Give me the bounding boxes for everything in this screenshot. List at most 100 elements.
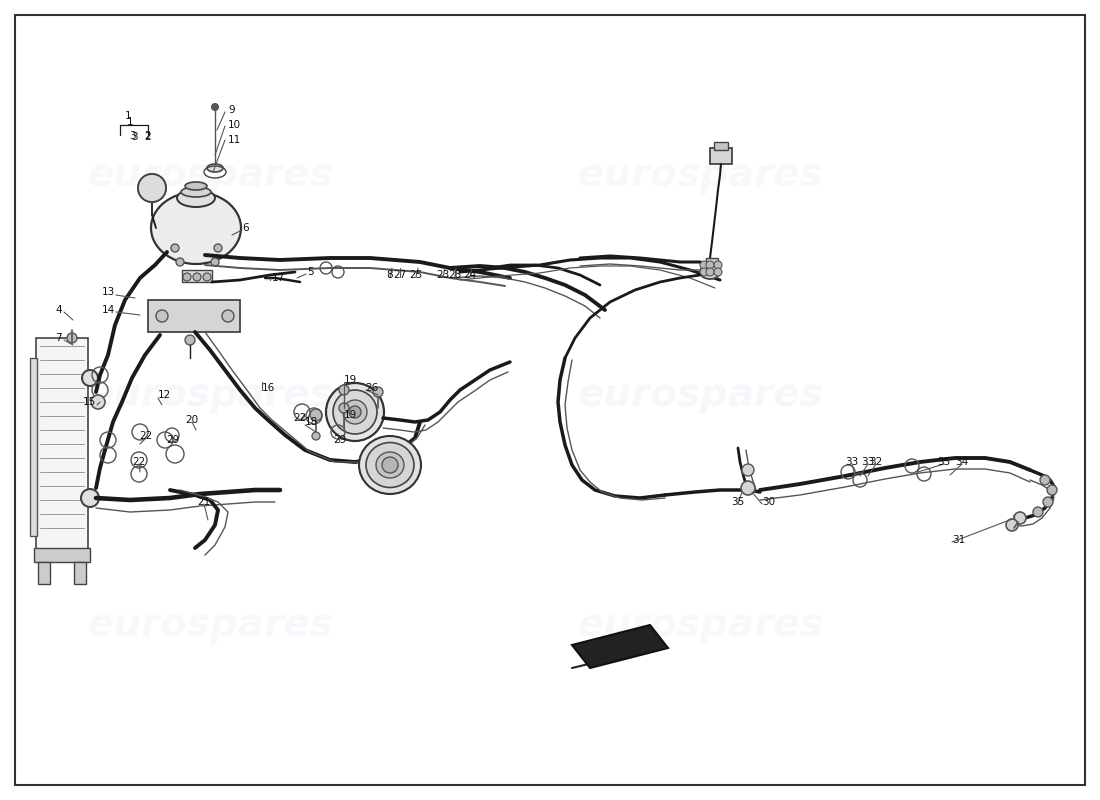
Text: eurospares: eurospares xyxy=(87,606,333,644)
Text: 5: 5 xyxy=(307,267,314,277)
Text: eurospares: eurospares xyxy=(578,156,823,194)
Ellipse shape xyxy=(185,182,207,190)
Text: 30: 30 xyxy=(762,497,776,507)
Circle shape xyxy=(706,261,714,269)
Text: 22: 22 xyxy=(140,431,153,441)
Circle shape xyxy=(138,174,166,202)
Ellipse shape xyxy=(366,442,414,487)
Ellipse shape xyxy=(700,265,720,279)
Circle shape xyxy=(349,406,361,418)
Text: eurospares: eurospares xyxy=(578,376,823,414)
Bar xyxy=(30,358,37,536)
Text: 3: 3 xyxy=(129,131,135,141)
Circle shape xyxy=(1043,497,1053,507)
Circle shape xyxy=(82,370,98,386)
Circle shape xyxy=(1014,512,1026,524)
Circle shape xyxy=(222,310,234,322)
Circle shape xyxy=(91,395,104,409)
Circle shape xyxy=(170,244,179,252)
Circle shape xyxy=(700,261,708,269)
Circle shape xyxy=(1040,475,1050,485)
Text: 12: 12 xyxy=(158,390,172,400)
Circle shape xyxy=(339,403,349,413)
Text: 10: 10 xyxy=(228,120,241,130)
Ellipse shape xyxy=(333,390,377,434)
Text: 11: 11 xyxy=(228,135,241,145)
Bar xyxy=(714,142,728,150)
Circle shape xyxy=(373,387,383,397)
Text: 22: 22 xyxy=(132,457,145,467)
Ellipse shape xyxy=(359,436,421,494)
Circle shape xyxy=(1033,507,1043,517)
Text: 19: 19 xyxy=(344,375,358,385)
Text: 21: 21 xyxy=(197,497,210,507)
Text: 1: 1 xyxy=(126,117,133,127)
Text: 29: 29 xyxy=(166,435,179,445)
Circle shape xyxy=(312,432,320,440)
Circle shape xyxy=(382,457,398,473)
Bar xyxy=(148,300,240,332)
Bar xyxy=(39,562,50,584)
Bar xyxy=(36,338,88,556)
Text: 22: 22 xyxy=(294,413,307,423)
Text: 9: 9 xyxy=(228,105,234,115)
Text: 33: 33 xyxy=(846,457,859,467)
Text: 35: 35 xyxy=(937,457,950,467)
Circle shape xyxy=(214,244,222,252)
Circle shape xyxy=(1047,485,1057,495)
Ellipse shape xyxy=(182,187,211,197)
Ellipse shape xyxy=(207,164,223,172)
Text: 1: 1 xyxy=(124,111,131,121)
Text: 20: 20 xyxy=(186,415,199,425)
Text: 18: 18 xyxy=(305,417,318,427)
Bar xyxy=(710,148,732,164)
Text: 2: 2 xyxy=(145,132,152,142)
Text: 3: 3 xyxy=(131,132,138,142)
Circle shape xyxy=(700,268,708,276)
Text: 2: 2 xyxy=(145,131,152,141)
Circle shape xyxy=(1006,519,1018,531)
Text: 6: 6 xyxy=(242,223,249,233)
Text: eurospares: eurospares xyxy=(87,376,333,414)
Text: 19: 19 xyxy=(344,410,358,420)
Text: 7: 7 xyxy=(55,333,62,343)
Circle shape xyxy=(185,335,195,345)
Circle shape xyxy=(183,273,191,281)
Text: 35: 35 xyxy=(732,497,745,507)
Ellipse shape xyxy=(177,189,214,207)
Circle shape xyxy=(339,385,349,395)
Circle shape xyxy=(67,333,77,343)
Text: 23: 23 xyxy=(437,270,450,280)
Text: eurospares: eurospares xyxy=(578,606,823,644)
Text: 31: 31 xyxy=(952,535,966,545)
Text: 32: 32 xyxy=(869,457,882,467)
Circle shape xyxy=(343,400,367,424)
Circle shape xyxy=(211,258,219,266)
Bar xyxy=(182,270,212,282)
Text: 8: 8 xyxy=(387,270,394,280)
Circle shape xyxy=(741,481,755,495)
Bar xyxy=(34,548,90,562)
Ellipse shape xyxy=(376,452,404,478)
Circle shape xyxy=(204,273,211,281)
Text: 17: 17 xyxy=(272,273,285,283)
Circle shape xyxy=(212,104,218,110)
Circle shape xyxy=(192,273,201,281)
Text: 4: 4 xyxy=(55,305,62,315)
Circle shape xyxy=(714,268,722,276)
Circle shape xyxy=(714,261,722,269)
Text: 15: 15 xyxy=(82,397,96,407)
Circle shape xyxy=(176,258,184,266)
Circle shape xyxy=(742,464,754,476)
Circle shape xyxy=(138,174,166,202)
Text: 14: 14 xyxy=(101,305,116,315)
Ellipse shape xyxy=(151,192,241,264)
Ellipse shape xyxy=(326,383,384,441)
Bar xyxy=(706,258,718,268)
Text: 27: 27 xyxy=(394,270,407,280)
Text: 34: 34 xyxy=(956,457,969,467)
Circle shape xyxy=(706,268,714,276)
Text: 24: 24 xyxy=(463,270,476,280)
Circle shape xyxy=(81,489,99,507)
Text: 33: 33 xyxy=(861,457,875,467)
